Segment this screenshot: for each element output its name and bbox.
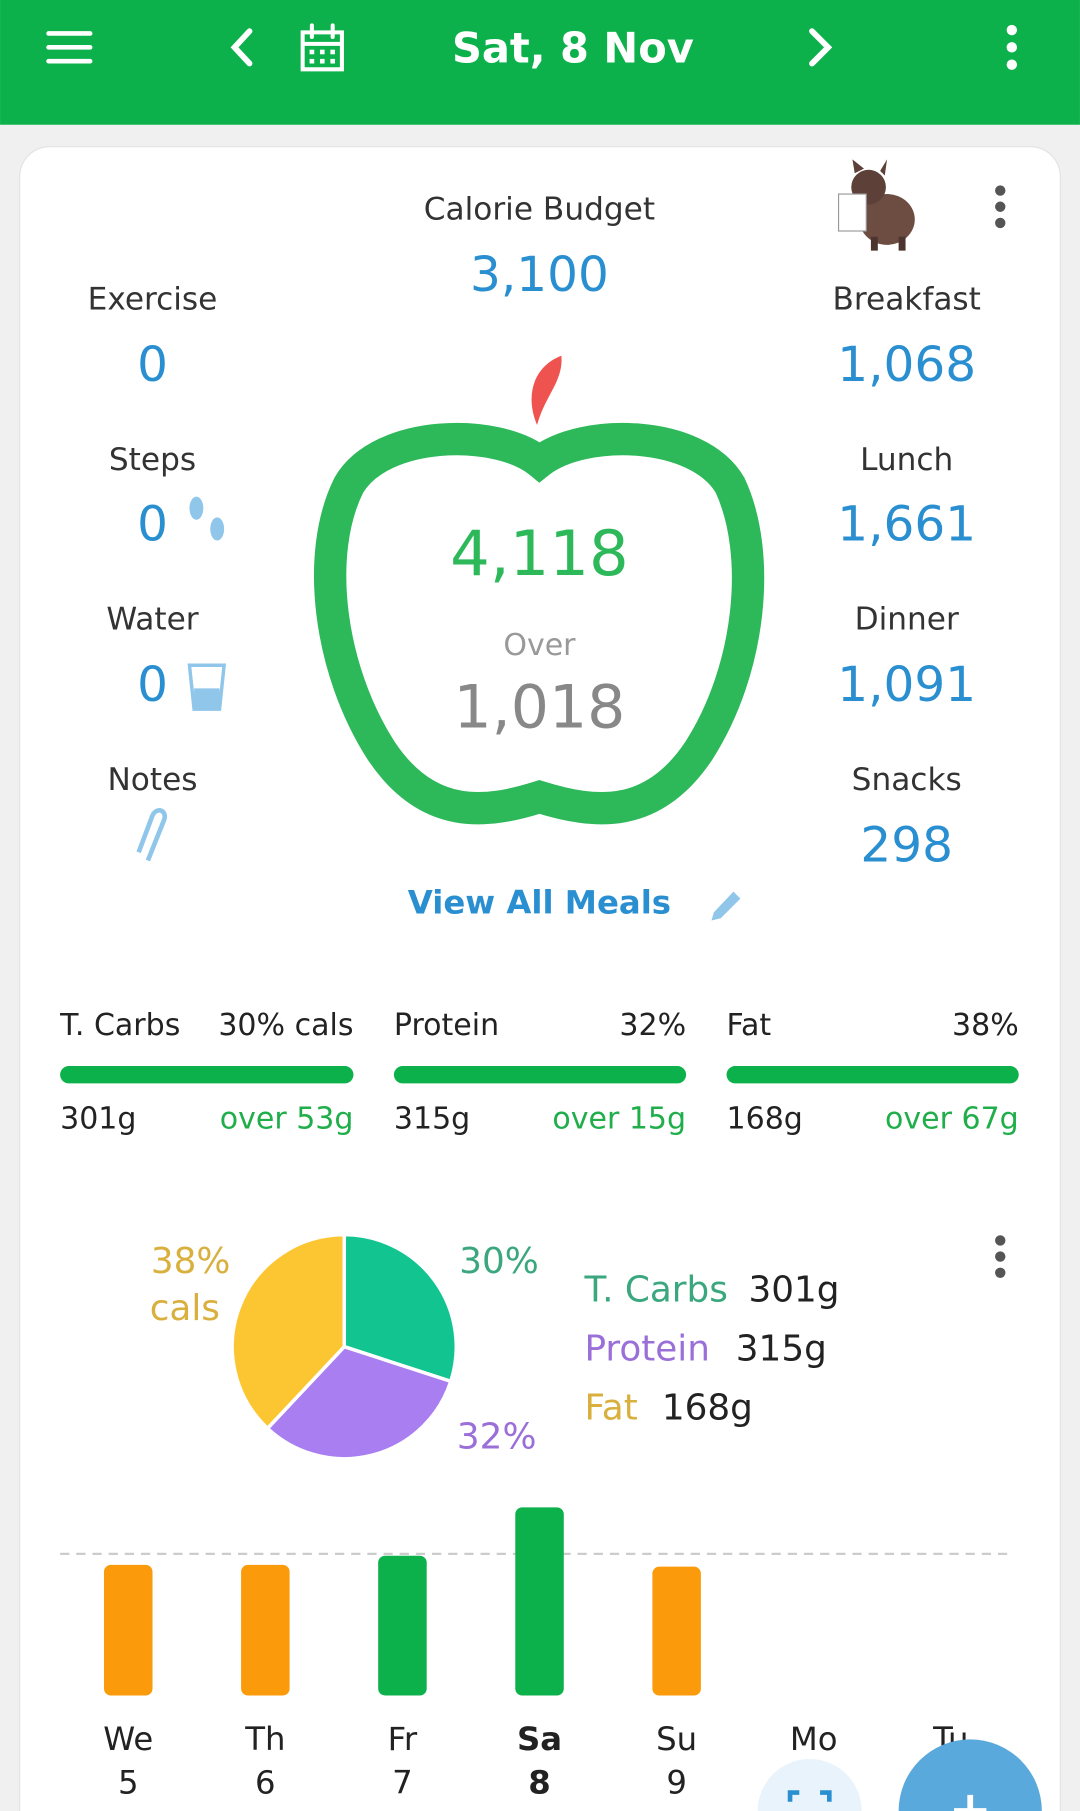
dog-mascot [837, 159, 915, 251]
macro-name: Fat [727, 1008, 772, 1043]
legend-amount: 168g [662, 1387, 753, 1428]
stat-value[interactable]: 0 [137, 657, 168, 713]
pie-label: 30% [459, 1241, 539, 1282]
apple-ring [314, 422, 765, 825]
meal-value[interactable]: 1,068 [837, 337, 976, 393]
macro-name: T. Carbs [59, 1008, 180, 1043]
macro-grams: 301g [60, 1101, 136, 1136]
macro-bar [393, 1066, 687, 1084]
macro-bar [60, 1066, 354, 1084]
macro-over: over 67g [885, 1101, 1019, 1136]
legend-amount: 315g [736, 1329, 827, 1370]
stat-label: Exercise [88, 282, 218, 318]
meal-label: Snacks [852, 762, 962, 798]
fab-add[interactable] [898, 1739, 1042, 1811]
status-label: Over [503, 628, 576, 663]
macro-pie: 30% T. Carbs 32% Protein 38% Fat cals 301g 315g 1… [150, 1232, 840, 1461]
meal-label: Lunch [860, 442, 953, 478]
pie-note: cals [150, 1288, 220, 1329]
calendar-dots [309, 49, 335, 64]
edit-icon[interactable] [711, 891, 741, 921]
day-bar [378, 1555, 427, 1696]
legend-name: T. Carbs [583, 1270, 727, 1311]
app-bar [0, 0, 1080, 125]
legend-amount: 301g [748, 1270, 839, 1311]
day-date: 5 [118, 1764, 139, 1802]
notes-icon[interactable] [136, 808, 168, 862]
day-date: 9 [666, 1764, 687, 1802]
day-bar [515, 1507, 564, 1696]
pie-slice [265, 1344, 453, 1461]
pie-slice [230, 1232, 346, 1431]
calendar-button[interactable] [300, 23, 344, 72]
pie-slice [342, 1232, 458, 1384]
day-name: Su [656, 1720, 697, 1758]
day-date: 7 [392, 1764, 413, 1802]
macro-grams: 315g [394, 1101, 470, 1136]
overflow-menu[interactable] [1006, 24, 1018, 70]
stat-label: Water [106, 601, 198, 637]
view-all-meals[interactable]: View All Meals [408, 884, 671, 922]
pie-label: 32% [457, 1416, 537, 1457]
legend-name: Fat [584, 1387, 637, 1428]
next-day[interactable] [809, 28, 833, 67]
macro-pct: 38% [952, 1008, 1019, 1043]
fab-scan[interactable] [757, 1759, 862, 1811]
macro-name: Protein [394, 1008, 499, 1043]
meal-value[interactable]: 1,661 [837, 497, 976, 553]
stat-label: Notes [107, 762, 197, 798]
meal-label: Dinner [855, 601, 959, 637]
macro-pct: 30% cals [218, 1008, 353, 1043]
meal-value[interactable]: 1,091 [837, 657, 976, 713]
date-title[interactable]: Sat, 8 Nov [452, 23, 694, 72]
day-name: Mo [790, 1720, 838, 1758]
macro-bar [726, 1066, 1019, 1084]
card-menu[interactable] [995, 185, 1006, 229]
meal-label: Breakfast [833, 282, 981, 318]
menu-button[interactable] [46, 31, 93, 64]
pie-menu[interactable] [995, 1235, 1006, 1278]
difference-value: 1,018 [453, 673, 625, 743]
stat-label: Steps [109, 442, 196, 478]
apple-leaf [531, 355, 562, 426]
day-bar [241, 1564, 290, 1696]
budget-label: Calorie Budget [424, 191, 655, 227]
water-icon [187, 663, 227, 711]
day-date: 8 [528, 1764, 551, 1802]
day-name: We [103, 1720, 153, 1758]
day-name: Sa [517, 1720, 562, 1758]
budget-value: 3,100 [470, 247, 609, 303]
day-name: Fr [388, 1720, 418, 1758]
stat-value[interactable]: 0 [137, 337, 168, 393]
eaten-value: 4,118 [450, 517, 629, 590]
macro-over: over 53g [220, 1101, 354, 1136]
macro-over: over 15g [552, 1101, 686, 1136]
prev-day[interactable] [230, 28, 253, 67]
day-name: Th [244, 1720, 285, 1758]
legend-name: Protein [584, 1329, 709, 1370]
day-bar [652, 1566, 701, 1696]
macro-pct: 32% [619, 1008, 686, 1043]
day-bar [103, 1564, 153, 1696]
pie-label: 38% [151, 1241, 231, 1282]
day-date: 6 [255, 1764, 276, 1802]
water-fill [194, 688, 220, 708]
steps-icon [189, 496, 225, 541]
stat-value[interactable]: 0 [137, 497, 168, 553]
macro-grams: 168g [727, 1101, 803, 1136]
meal-value[interactable]: 298 [860, 818, 953, 874]
